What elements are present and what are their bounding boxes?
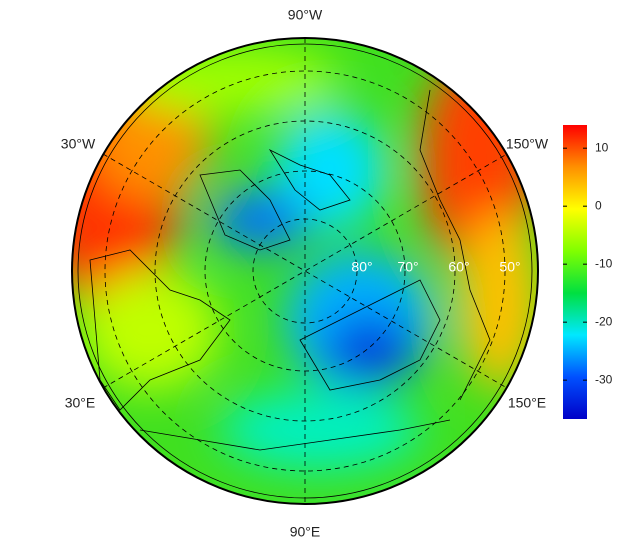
latitude-label: 70°: [397, 259, 418, 275]
temperature-field: [72, 38, 538, 504]
latitude-label: 60°: [448, 259, 469, 275]
graticule: [102, 38, 508, 504]
latitude-labels: 80° 70° 60° 50°: [351, 259, 520, 275]
latitude-label: 50°: [499, 259, 520, 275]
longitude-label: 30°W: [61, 136, 96, 152]
colorbar-tick-label: -10: [595, 256, 613, 270]
colorbar-tick-label: 10: [595, 140, 609, 154]
colorbar-tick-label: -20: [595, 314, 613, 328]
coastlines: [89, 89, 491, 451]
colorbar-tick-label: 0: [595, 198, 602, 212]
longitude-label: 30°E: [65, 395, 96, 411]
colorbar-tick-label: -30: [595, 372, 613, 386]
colorbar: [563, 125, 587, 419]
longitude-label: 150°E: [508, 395, 546, 411]
longitude-label: 150°W: [506, 136, 549, 152]
longitude-label: 90°E: [290, 524, 321, 540]
map-border: [71, 37, 539, 505]
latitude-label: 80°: [351, 259, 372, 275]
map-inner-border: [77, 43, 533, 499]
longitude-label: 90°W: [288, 7, 323, 23]
